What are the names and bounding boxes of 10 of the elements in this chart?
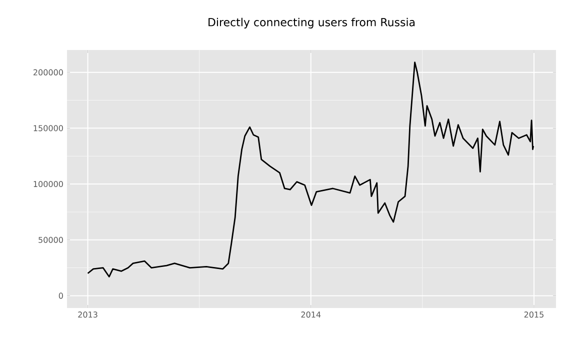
chart-title: Directly connecting users from Russia	[208, 18, 415, 28]
x-tick-label: 2013	[78, 312, 98, 318]
y-tick-label: 100000	[34, 180, 63, 188]
y-tick-label: 150000	[34, 125, 63, 132]
y-tick-label: 200000	[34, 69, 63, 76]
x-tick-label: 2014	[301, 312, 321, 318]
x-tick-label: 2015	[524, 312, 544, 318]
y-tick-label: 50000	[38, 236, 63, 243]
line-series	[87, 62, 534, 278]
y-tick-label: 0	[58, 292, 63, 299]
